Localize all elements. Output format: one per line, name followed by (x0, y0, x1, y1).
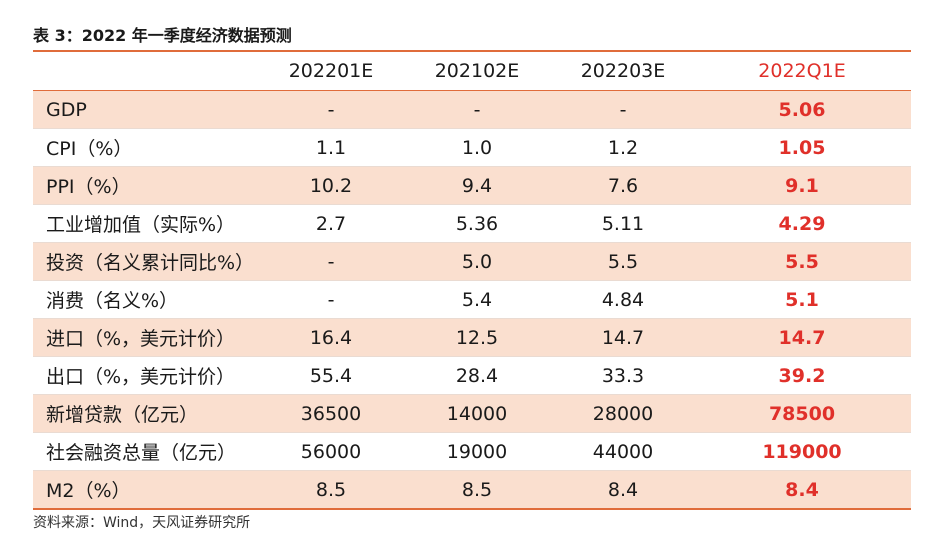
table-caption: 表 3：2022 年一季度经济数据预测 (33, 26, 292, 45)
cell-value: 33.3 (553, 356, 693, 395)
header-cell-202203e: 202203E (553, 52, 693, 91)
cell-value: 28000 (553, 394, 693, 433)
cell-value: 12.5 (401, 318, 553, 357)
table-row: 社会融资总量（亿元） 56000 19000 44000 119000 (33, 432, 911, 471)
cell-value: - (261, 242, 401, 281)
row-label: CPI（%） (33, 128, 261, 167)
row-label: 社会融资总量（亿元） (33, 432, 261, 471)
cell-value: - (261, 90, 401, 129)
row-label: 出口（%，美元计价） (33, 356, 261, 395)
cell-value: 28.4 (401, 356, 553, 395)
cell-value-q1: 5.06 (693, 90, 911, 129)
cell-value: 8.5 (401, 470, 553, 508)
forecast-table: 202201E 202102E 202203E 2022Q1E GDP - - … (33, 50, 911, 510)
header-cell-indicator (33, 52, 261, 91)
row-label: GDP (33, 90, 261, 129)
cell-value: 5.0 (401, 242, 553, 281)
table-row: 消费（名义%） - 5.4 4.84 5.1 (33, 280, 911, 319)
row-label: 工业增加值（实际%） (33, 204, 261, 243)
cell-value: 5.5 (553, 242, 693, 281)
row-label: 新增贷款（亿元） (33, 394, 261, 433)
header-cell-2022q1e: 2022Q1E (693, 52, 911, 91)
cell-value: 14.7 (553, 318, 693, 357)
cell-value-q1: 4.29 (693, 204, 911, 243)
table-row: 进口（%，美元计价） 16.4 12.5 14.7 14.7 (33, 318, 911, 357)
cell-value: 1.0 (401, 128, 553, 167)
cell-value: 14000 (401, 394, 553, 433)
cell-value-q1: 9.1 (693, 166, 911, 205)
table-row: PPI（%） 10.2 9.4 7.6 9.1 (33, 166, 911, 205)
cell-value-q1: 5.1 (693, 280, 911, 319)
cell-value: 16.4 (261, 318, 401, 357)
table-row: 工业增加值（实际%） 2.7 5.36 5.11 4.29 (33, 204, 911, 243)
row-label: PPI（%） (33, 166, 261, 205)
cell-value: 5.36 (401, 204, 553, 243)
table-row: 投资（名义累计同比%） - 5.0 5.5 5.5 (33, 242, 911, 281)
table-row: 新增贷款（亿元） 36500 14000 28000 78500 (33, 394, 911, 433)
cell-value-q1: 78500 (693, 394, 911, 433)
cell-value: 10.2 (261, 166, 401, 205)
cell-value-q1: 119000 (693, 432, 911, 471)
row-label: 进口（%，美元计价） (33, 318, 261, 357)
header-row: 202201E 202102E 202203E 2022Q1E (33, 52, 911, 91)
cell-value: - (261, 280, 401, 319)
cell-value: 8.5 (261, 470, 401, 508)
cell-value: 1.2 (553, 128, 693, 167)
row-label: M2（%） (33, 470, 261, 508)
table-row: M2（%） 8.5 8.5 8.4 8.4 (33, 470, 911, 508)
cell-value-q1: 5.5 (693, 242, 911, 281)
cell-value: 5.11 (553, 204, 693, 243)
cell-value: - (401, 90, 553, 129)
cell-value: 9.4 (401, 166, 553, 205)
cell-value-q1: 14.7 (693, 318, 911, 357)
source-note: 资料来源：Wind，天风证券研究所 (33, 515, 251, 531)
cell-value: 7.6 (553, 166, 693, 205)
row-label: 投资（名义累计同比%） (33, 242, 261, 281)
table-row: 出口（%，美元计价） 55.4 28.4 33.3 39.2 (33, 356, 911, 395)
cell-value: 5.4 (401, 280, 553, 319)
row-label: 消费（名义%） (33, 280, 261, 319)
cell-value: 36500 (261, 394, 401, 433)
table-row: GDP - - - 5.06 (33, 90, 911, 129)
cell-value-q1: 8.4 (693, 470, 911, 508)
cell-value: 44000 (553, 432, 693, 471)
cell-value: - (553, 90, 693, 129)
cell-value: 19000 (401, 432, 553, 471)
cell-value: 1.1 (261, 128, 401, 167)
cell-value: 55.4 (261, 356, 401, 395)
header-cell-202102e: 202102E (401, 52, 553, 91)
cell-value-q1: 1.05 (693, 128, 911, 167)
cell-value: 2.7 (261, 204, 401, 243)
cell-value-q1: 39.2 (693, 356, 911, 395)
header-cell-202201e: 202201E (261, 52, 401, 91)
cell-value: 8.4 (553, 470, 693, 508)
cell-value: 4.84 (553, 280, 693, 319)
cell-value: 56000 (261, 432, 401, 471)
table-row: CPI（%） 1.1 1.0 1.2 1.05 (33, 128, 911, 167)
